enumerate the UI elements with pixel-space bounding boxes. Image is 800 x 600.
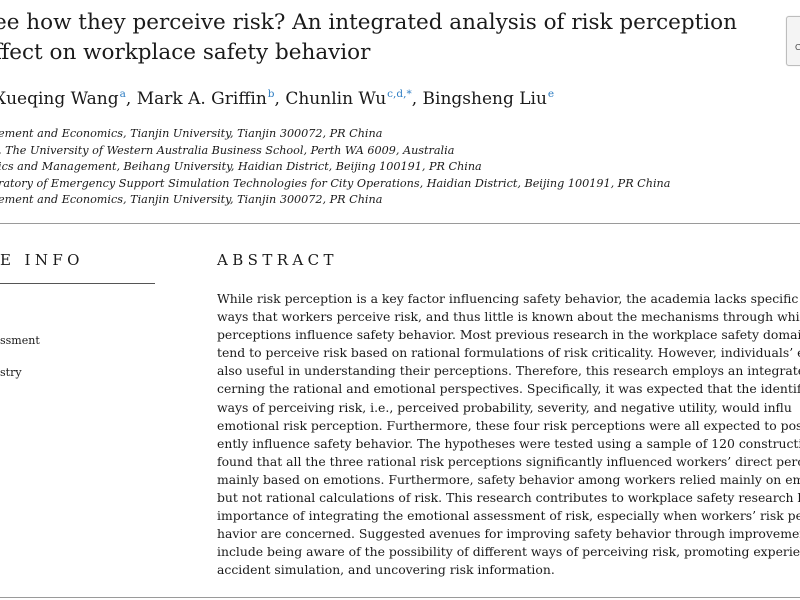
article-info-divider [0, 283, 155, 284]
author-name: Chunlin Wu [285, 89, 387, 109]
abstract-line: found that all the three rational risk p… [217, 453, 800, 469]
article-title-line: ffect on workplace safety behavior [0, 40, 371, 65]
author-name: Bingsheng Liu [422, 89, 547, 109]
affiliation: ics and Management, Beihang University, … [0, 160, 482, 174]
author-affiliation-mark[interactable]: b [267, 88, 275, 100]
affiliation: , The University of Western Australia Bu… [0, 143, 455, 157]
author-list: Xueqing Wanga, Mark A. Griffinb, Chunlin… [0, 88, 554, 109]
author-name: Mark A. Griffin [136, 89, 267, 109]
abstract-line: mainly based on emotions. Furthermore, s… [217, 471, 800, 487]
check-for-updates-badge[interactable]: Ch [786, 16, 800, 66]
author-affiliation-mark[interactable]: e [547, 88, 555, 100]
abstract-line: also useful in understanding their perce… [217, 363, 800, 379]
affiliation: ement and Economics, Tianjin University,… [0, 127, 383, 140]
keyword: ssment [0, 334, 40, 347]
keyword-list: ssment stry [0, 325, 40, 389]
abstract-line: perceptions influence safety behavior. M… [217, 327, 800, 343]
abstract-line: emotional risk perception. Furthermore, … [217, 417, 800, 433]
author-separator: , [411, 89, 423, 109]
author-name: Xueqing Wang [0, 89, 119, 109]
affiliation-list: ement and Economics, Tianjin University,… [0, 126, 670, 209]
abstract-line: accident simulation, and uncovering risk… [217, 562, 555, 578]
abstract-line: havior are concerned. Suggested avenues … [217, 526, 800, 542]
abstract-line: ently influence safety behavior. The hyp… [217, 435, 800, 451]
abstract-line: cerning the rational and emotional persp… [217, 381, 800, 397]
keyword: stry [0, 366, 22, 379]
abstract-line: include being aware of the possibility o… [217, 544, 800, 560]
abstract-line: While risk perception is a key factor in… [217, 291, 800, 306]
abstract-text: While risk perception is a key factor in… [217, 290, 800, 580]
article-info-heading: E INFO [0, 251, 84, 269]
article-title: ee how they perceive risk? An integrated… [0, 8, 737, 68]
abstract-line: ways of perceiving risk, i.e., perceived… [217, 399, 792, 415]
article-title-line: ee how they perceive risk? An integrated… [0, 10, 737, 35]
abstract-heading: ABSTRACT [217, 251, 338, 269]
check-for-updates-label: Ch [795, 43, 800, 52]
author-affiliation-mark[interactable]: a [119, 88, 126, 100]
affiliation: ratory of Emergency Support Simulation T… [0, 176, 671, 190]
abstract-line: but not rational calculations of risk. T… [217, 490, 800, 506]
section-divider [0, 597, 800, 598]
section-divider [0, 223, 800, 224]
abstract-line: ways that workers perceive risk, and thu… [217, 309, 800, 325]
author-affiliation-mark[interactable]: c,d,* [387, 88, 412, 100]
author-separator: , [274, 89, 286, 109]
abstract-line: tend to perceive risk based on rational … [217, 345, 800, 361]
affiliation: ement and Economics, Tianjin University,… [0, 193, 383, 207]
abstract-line: importance of integrating the emotional … [217, 508, 800, 524]
author-separator: , [125, 89, 137, 109]
